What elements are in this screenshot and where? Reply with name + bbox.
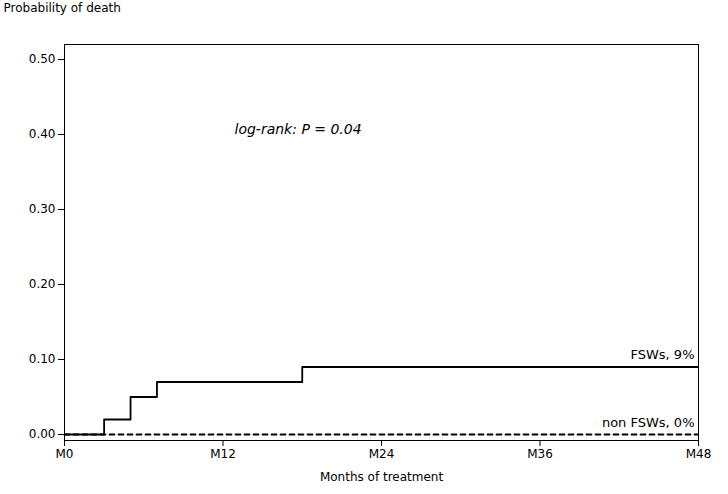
- svg-text:0.30: 0.30: [29, 202, 56, 216]
- svg-text:M48: M48: [686, 447, 712, 461]
- svg-text:M36: M36: [527, 447, 553, 461]
- svg-text:M0: M0: [56, 447, 74, 461]
- svg-text:log-rank: P = 0.04: log-rank: P = 0.04: [235, 121, 362, 137]
- svg-text:FSWs, 9%: FSWs, 9%: [630, 347, 694, 362]
- svg-text:Probability of death: Probability of death: [4, 1, 121, 15]
- svg-text:M24: M24: [369, 447, 395, 461]
- svg-text:0.10: 0.10: [29, 352, 56, 366]
- svg-text:0.00: 0.00: [29, 427, 56, 441]
- svg-text:0.50: 0.50: [29, 52, 56, 66]
- svg-text:Months of treatment: Months of treatment: [320, 470, 444, 484]
- svg-text:M12: M12: [210, 447, 236, 461]
- svg-text:0.40: 0.40: [29, 127, 56, 141]
- svg-text:non FSWs, 0%: non FSWs, 0%: [602, 415, 695, 430]
- svg-text:0.20: 0.20: [29, 277, 56, 291]
